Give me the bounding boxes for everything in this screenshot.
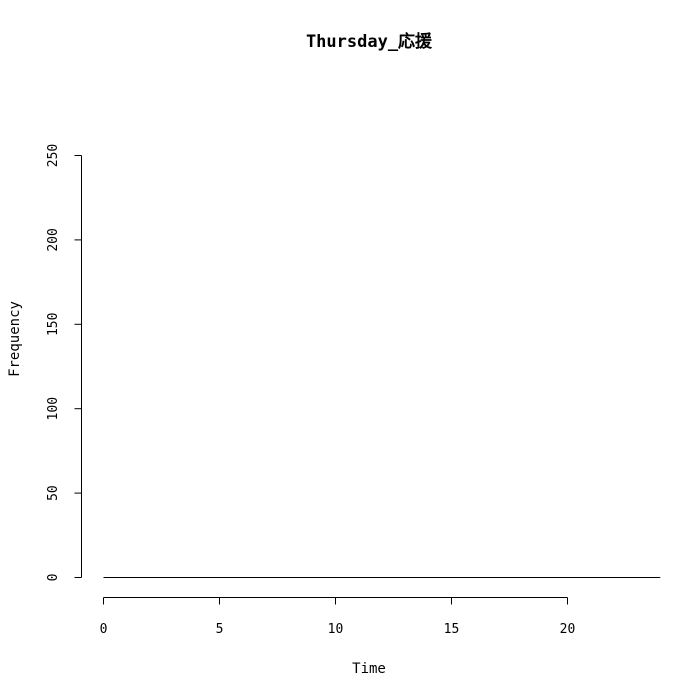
y-tick-label: 150 xyxy=(46,313,61,336)
x-tick-label: 0 xyxy=(100,622,108,637)
x-tick-label: 15 xyxy=(444,622,460,637)
y-tick-label: 0 xyxy=(46,574,61,582)
y-axis-label: Frequency xyxy=(7,301,23,377)
x-tick-label: 5 xyxy=(216,622,224,637)
y-tick-label: 100 xyxy=(46,397,61,420)
x-tick-label: 10 xyxy=(328,622,344,637)
y-tick-label: 50 xyxy=(46,485,61,501)
y-tick-label: 200 xyxy=(46,228,61,251)
x-axis-label: Time xyxy=(352,661,386,677)
x-tick-label: 20 xyxy=(560,622,576,637)
y-tick-label: 250 xyxy=(46,144,61,167)
chart-title: Thursday_応援 xyxy=(306,31,433,52)
